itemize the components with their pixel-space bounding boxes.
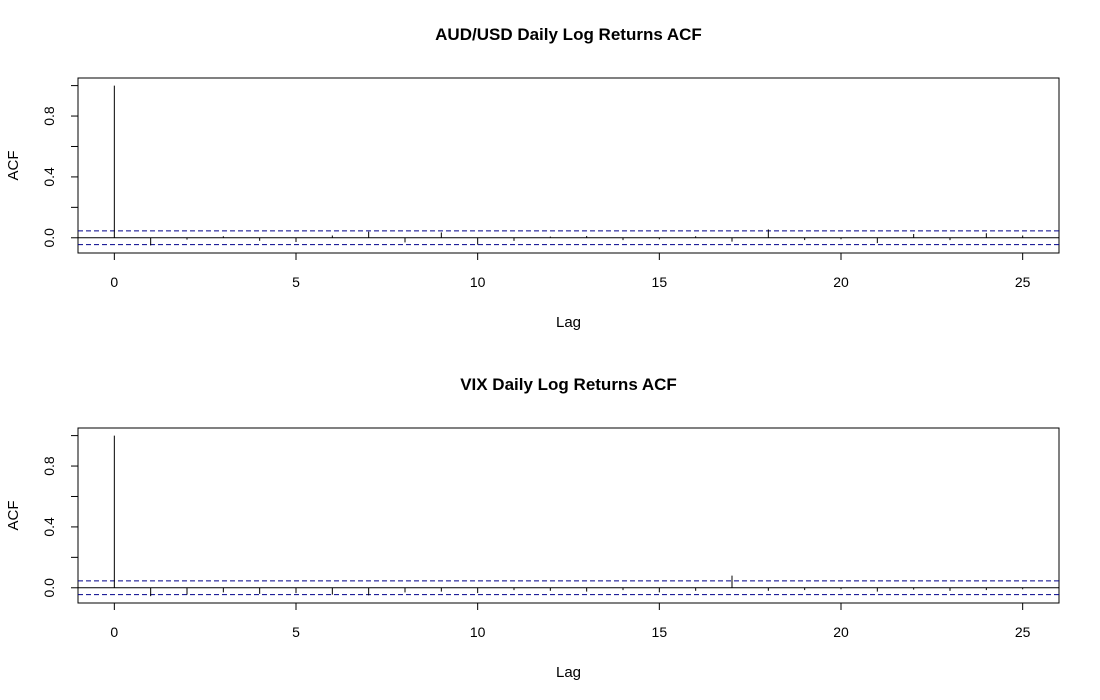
x-tick-label: 25 xyxy=(1015,274,1031,290)
y-tick-label: 0.8 xyxy=(41,456,57,476)
y-tick-label: 0.0 xyxy=(41,228,57,248)
x-tick-label: 0 xyxy=(110,624,118,640)
plot-frame xyxy=(77,77,1060,254)
x-tick-label: 5 xyxy=(292,624,300,640)
x-tick-label: 10 xyxy=(470,274,486,290)
y-axis-title: ACF xyxy=(5,501,22,531)
y-tick-label: 0.4 xyxy=(41,167,57,187)
x-tick-label: 0 xyxy=(110,274,118,290)
chart-title: VIX Daily Log Returns ACF xyxy=(460,375,677,394)
x-axis-title: Lag xyxy=(556,664,581,681)
x-axis-title: Lag xyxy=(556,314,581,331)
x-tick-label: 20 xyxy=(833,624,849,640)
acf-panel-1: AUD/USD Daily Log Returns ACF 0 5 10 15 20 25 0… xyxy=(5,25,1060,331)
x-tick-label: 20 xyxy=(833,274,849,290)
y-axis-title: ACF xyxy=(5,151,22,181)
y-tick-label: 0.8 xyxy=(41,106,57,126)
plot-frame xyxy=(77,427,1060,604)
y-tick-label: 0.4 xyxy=(41,517,57,537)
x-tick-label: 25 xyxy=(1015,624,1031,640)
x-tick-label: 15 xyxy=(652,624,668,640)
chart-title: AUD/USD Daily Log Returns ACF xyxy=(435,25,702,44)
x-tick-label: 5 xyxy=(292,274,300,290)
acf-panel-2: VIX Daily Log Returns ACF 0 5 10 15 20 25 0.0 0.… xyxy=(5,375,1060,681)
x-tick-label: 10 xyxy=(470,624,486,640)
y-tick-label: 0.0 xyxy=(41,578,57,598)
x-tick-label: 15 xyxy=(652,274,668,290)
